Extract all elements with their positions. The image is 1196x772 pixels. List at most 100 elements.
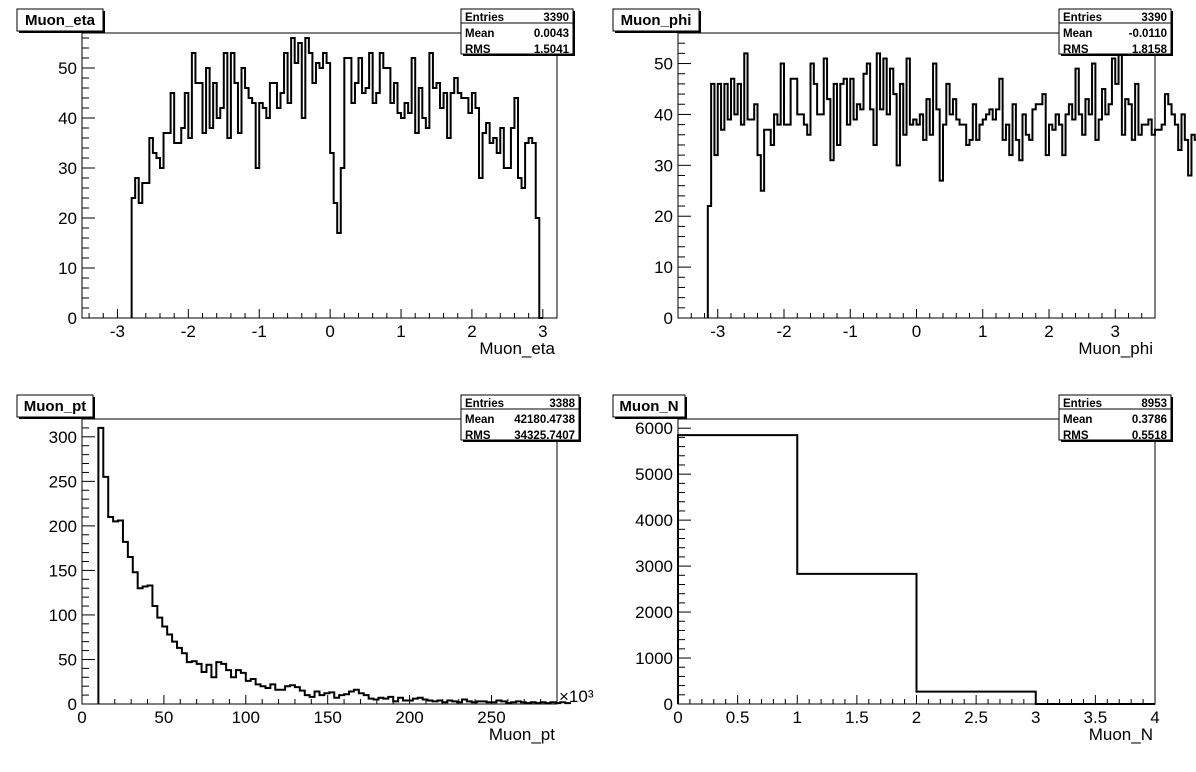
y-tick-label: 3000 <box>635 557 673 576</box>
y-tick-label: 1000 <box>635 649 673 668</box>
x-tick-label: 3.5 <box>1084 708 1108 727</box>
plot-frame <box>677 32 1156 319</box>
chart-title: Muon_N <box>619 398 678 415</box>
x-tick-label: 50 <box>154 708 173 727</box>
histogram-line <box>706 52 1196 318</box>
stats-value: -0.0110 <box>1129 28 1167 40</box>
histogram-line <box>677 434 1155 705</box>
histogram-line <box>130 37 543 319</box>
title-box <box>16 394 94 418</box>
stats-value: 3390 <box>1141 12 1167 24</box>
stats-value: 3388 <box>549 398 575 410</box>
histogram-line <box>97 426 572 705</box>
stats-box <box>1058 394 1172 441</box>
stats-key: Mean <box>465 414 494 426</box>
x-tick-label: 2 <box>467 322 476 341</box>
x-tick-label: 1.5 <box>845 708 869 727</box>
stats-value: 0.0043 <box>534 28 569 40</box>
y-tick-label: 20 <box>58 209 77 228</box>
plot-frame <box>81 418 558 705</box>
y-tick-label: 50 <box>654 55 673 74</box>
stats-value: 34325.7407 <box>514 430 575 442</box>
stats-key: Entries <box>465 398 504 410</box>
x-tick-label: -2 <box>776 322 791 341</box>
x-tick-label: 2.5 <box>964 708 988 727</box>
x-tick-label: -3 <box>710 322 725 341</box>
x-tick-label: -1 <box>252 322 267 341</box>
x-tick-label: 0 <box>325 322 334 341</box>
x-tick-label: 3 <box>1031 708 1040 727</box>
y-tick-label: 0 <box>68 695 77 714</box>
y-tick-label: 30 <box>58 159 77 178</box>
y-tick-label: 4000 <box>635 511 673 530</box>
title-box <box>16 8 104 32</box>
x-tick-label: 1 <box>978 322 987 341</box>
stats-key: Mean <box>1063 414 1092 426</box>
stats-box <box>460 394 580 441</box>
x-tick-label: 3 <box>1111 322 1120 341</box>
stats-key: RMS <box>465 44 491 56</box>
x-tick-label: 4 <box>1150 708 1159 727</box>
stats-value: 42180.4738 <box>514 414 575 426</box>
chart-title: Muon_pt <box>24 398 86 415</box>
stats-key: RMS <box>465 430 491 442</box>
y-tick-label: 10 <box>58 259 77 278</box>
stats-value: 8953 <box>1141 398 1167 410</box>
y-tick-label: 250 <box>49 472 77 491</box>
x-tick-label: 0 <box>673 708 682 727</box>
stats-key: Mean <box>465 28 494 40</box>
x-tick-label: 2 <box>912 708 921 727</box>
y-tick-label: 30 <box>654 156 673 175</box>
title-box <box>612 8 700 32</box>
stats-key: RMS <box>1063 430 1089 442</box>
y-tick-label: 100 <box>49 606 77 625</box>
chart-title: Muon_phi <box>621 12 692 29</box>
y-tick-label: 10 <box>654 258 673 277</box>
x-tick-label: 200 <box>395 708 423 727</box>
title-box <box>612 394 686 418</box>
y-tick-label: 300 <box>49 428 77 447</box>
chart-title: Muon_eta <box>25 12 96 29</box>
y-tick-label: 40 <box>654 105 673 124</box>
panel-muon-pt: 0 50 100 150 200 250 0 50 100 150 200 250 300 Muon_pt… <box>16 394 594 744</box>
x-tick-label: -3 <box>110 322 125 341</box>
x-tick-label: 0 <box>77 708 86 727</box>
stats-key: Entries <box>465 12 504 24</box>
stats-box <box>460 8 574 55</box>
x-tick-label: 3 <box>538 322 547 341</box>
y-tick-label: 200 <box>49 517 77 536</box>
x-tick-label: 150 <box>314 708 342 727</box>
x-tick-label: 1 <box>396 322 405 341</box>
y-tick-label: 20 <box>654 207 673 226</box>
stats-value: 3390 <box>543 12 569 24</box>
stats-key: Entries <box>1063 398 1102 410</box>
x-axis-title: Muon_pt <box>489 725 555 744</box>
x-tick-label: -1 <box>843 322 858 341</box>
x-tick-label: 0 <box>912 322 921 341</box>
y-tick-label: 0 <box>68 309 77 328</box>
y-tick-label: 5000 <box>635 465 673 484</box>
x-axis-title: Muon_eta <box>479 339 555 358</box>
x-tick-label: 0.5 <box>726 708 750 727</box>
stats-key: Mean <box>1063 28 1092 40</box>
y-tick-label: 50 <box>58 59 77 78</box>
x-tick-label: 100 <box>232 708 260 727</box>
y-tick-label: 0 <box>664 309 673 328</box>
x-exponent-label: ×10³ <box>559 687 594 706</box>
x-axis-title: Muon_phi <box>1078 339 1153 358</box>
x-tick-label: 2 <box>1044 322 1053 341</box>
x-tick-label: -2 <box>181 322 196 341</box>
y-tick-label: 40 <box>58 109 77 128</box>
stats-key: RMS <box>1063 44 1089 56</box>
x-axis-title: Muon_N <box>1089 725 1153 744</box>
y-tick-label: 2000 <box>635 603 673 622</box>
stats-value: 1.5041 <box>534 44 570 56</box>
stats-box <box>1058 8 1172 55</box>
stats-value: 0.3786 <box>1132 414 1167 426</box>
stats-value: 0.5518 <box>1132 430 1168 442</box>
stats-key: Entries <box>1063 12 1102 24</box>
x-tick-label: 250 <box>477 708 505 727</box>
plot-frame <box>81 32 558 319</box>
